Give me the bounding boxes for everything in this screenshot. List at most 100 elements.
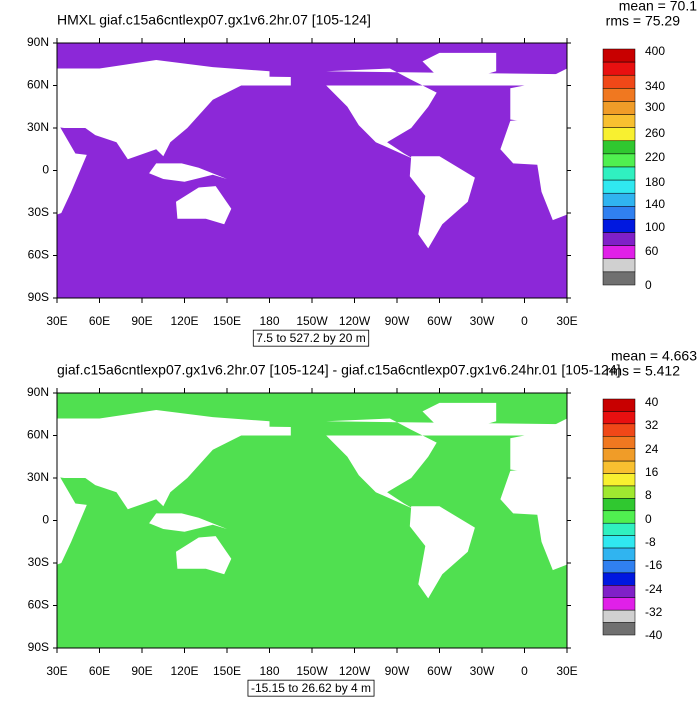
- land: [326, 418, 567, 510]
- land: [686, 186, 700, 224]
- colorbar-box: [602, 232, 636, 246]
- rms-stat: rms = 75.29: [606, 13, 681, 29]
- lat-label: 60N: [27, 428, 49, 442]
- colorbar-box: [602, 609, 636, 623]
- lat-label: 30S: [28, 205, 49, 219]
- lon-label: 60W: [427, 664, 452, 678]
- lat-label: 90S: [28, 290, 49, 304]
- lon-label: 30E: [46, 664, 67, 678]
- land: [659, 513, 700, 531]
- colorbar-label: -8: [645, 535, 656, 549]
- land: [409, 506, 475, 599]
- colorbar-box: [602, 597, 636, 611]
- colorbar-box: [602, 411, 636, 425]
- map-field: [57, 393, 700, 648]
- colorbar-label: 300: [645, 100, 665, 114]
- lon-label: 180: [259, 314, 279, 328]
- lat-label: 30N: [27, 470, 49, 484]
- lat-label: 90N: [27, 385, 49, 399]
- range-note: 7.5 to 527.2 by 20 m: [256, 331, 365, 345]
- colorbar-label: 32: [645, 418, 659, 432]
- land: [510, 418, 567, 478]
- colorbar-label: -24: [645, 582, 663, 596]
- lat-label: 30S: [28, 555, 49, 569]
- colorbar-box: [602, 48, 636, 63]
- lon-label: 30E: [46, 314, 67, 328]
- colorbar-box: [602, 560, 636, 574]
- colorbar-label: 400: [645, 44, 665, 58]
- panel-title: HMXL giaf.c15a6cntlexp07.gx1v6.2hr.07 [1…: [57, 12, 371, 28]
- colorbar-box: [602, 460, 636, 474]
- lon-label: 90W: [385, 664, 410, 678]
- colorbar-box: [602, 88, 636, 102]
- lat-label: 0: [42, 513, 49, 527]
- lat-label: 0: [42, 163, 49, 177]
- colorbar-box: [602, 547, 636, 561]
- lon-label: 0: [521, 314, 528, 328]
- land: [500, 118, 567, 221]
- land: [57, 60, 270, 160]
- lon-label: 120E: [170, 664, 198, 678]
- colorbar-box: [602, 219, 636, 233]
- colorbar-box: [602, 485, 636, 499]
- colorbar-box: [602, 448, 636, 462]
- colorbar-box: [602, 127, 636, 142]
- colorbar-box: [602, 498, 636, 512]
- colorbar-label: 0: [645, 512, 652, 526]
- colorbar-box: [602, 473, 636, 487]
- lon-label: 90E: [131, 314, 152, 328]
- lon-label: 30W: [470, 314, 495, 328]
- lat-label: 60S: [28, 248, 49, 262]
- range-box: [252, 329, 370, 347]
- lon-label: 180: [259, 664, 279, 678]
- colorbar-label: 24: [645, 442, 659, 456]
- colorbar-box: [602, 510, 636, 524]
- land: [686, 536, 700, 574]
- lon-label: 120E: [170, 314, 198, 328]
- colorbar-box: [602, 140, 636, 155]
- colorbar-box: [602, 535, 636, 549]
- lon-label: 150W: [296, 664, 328, 678]
- range-note: -15.15 to 26.62 by 4 m: [251, 681, 371, 695]
- colorbar-box: [602, 114, 636, 128]
- lon-label: 150E: [213, 664, 241, 678]
- lon-label: 60E: [89, 664, 110, 678]
- land: [422, 52, 497, 86]
- colorbar-box: [602, 258, 636, 273]
- colorbar-label: -32: [645, 605, 663, 619]
- lat-label: 60N: [27, 78, 49, 92]
- land: [409, 156, 475, 249]
- colorbar-box: [602, 572, 636, 586]
- land: [326, 68, 567, 160]
- colorbar-box: [602, 61, 636, 76]
- lon-label: 90E: [131, 664, 152, 678]
- lon-label: 60W: [427, 314, 452, 328]
- lon-label: 150W: [296, 314, 328, 328]
- colorbar-box: [602, 192, 636, 207]
- colorbar-box: [602, 245, 636, 260]
- colorbar-box: [602, 423, 636, 437]
- lat-label: 30N: [27, 120, 49, 134]
- land: [422, 402, 497, 436]
- colorbar-box: [602, 166, 636, 181]
- colorbar-label: 180: [645, 175, 665, 189]
- colorbar-box: [602, 74, 636, 89]
- panel-title: giaf.c15a6cntlexp07.gx1v6.2hr.07 [105-12…: [57, 362, 621, 378]
- colorbar-box: [602, 153, 636, 168]
- colorbar-label: 340: [645, 79, 665, 93]
- lon-label: 0: [521, 664, 528, 678]
- colorbar-label: 100: [645, 220, 665, 234]
- mean-stat: mean = 4.663: [611, 348, 697, 364]
- colorbar-box: [602, 585, 636, 598]
- land: [510, 68, 567, 128]
- colorbar-label: 8: [645, 488, 652, 502]
- colorbar-label: 60: [645, 244, 659, 258]
- lat-label: 90N: [27, 35, 49, 49]
- lon-label: 120W: [339, 314, 371, 328]
- lon-label: 150E: [213, 314, 241, 328]
- land: [57, 475, 87, 565]
- map-field: [57, 43, 700, 298]
- lon-label: 30W: [470, 664, 495, 678]
- colorbar-label: 220: [645, 150, 665, 164]
